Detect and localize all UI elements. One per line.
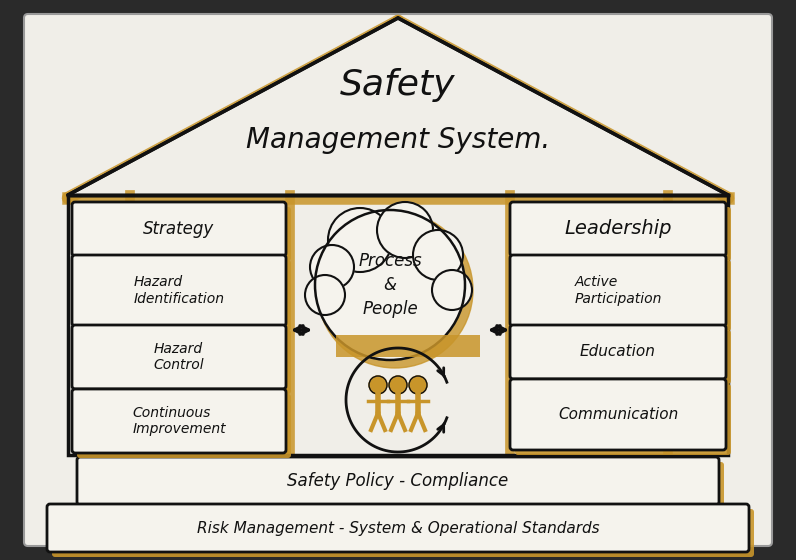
Circle shape <box>369 376 387 394</box>
Text: Safety: Safety <box>340 68 456 102</box>
Circle shape <box>315 210 465 360</box>
Text: Education: Education <box>580 344 656 360</box>
FancyBboxPatch shape <box>77 457 719 505</box>
FancyBboxPatch shape <box>72 202 286 256</box>
FancyBboxPatch shape <box>77 260 291 331</box>
FancyBboxPatch shape <box>72 389 286 453</box>
Circle shape <box>305 275 345 315</box>
FancyBboxPatch shape <box>515 384 731 455</box>
Text: Process
&
People: Process & People <box>358 253 422 318</box>
Circle shape <box>317 212 473 368</box>
FancyBboxPatch shape <box>24 14 772 546</box>
FancyBboxPatch shape <box>47 504 749 552</box>
Text: Active
Participation: Active Participation <box>574 275 661 306</box>
FancyBboxPatch shape <box>515 207 731 261</box>
Text: Risk Management - System & Operational Standards: Risk Management - System & Operational S… <box>197 520 599 535</box>
FancyBboxPatch shape <box>510 379 726 450</box>
Text: Management System.: Management System. <box>246 126 550 154</box>
Circle shape <box>409 376 427 394</box>
Circle shape <box>389 376 407 394</box>
Circle shape <box>413 230 463 280</box>
Bar <box>336 335 480 357</box>
Text: Strategy: Strategy <box>143 220 215 238</box>
FancyBboxPatch shape <box>77 330 291 394</box>
Text: Continuous
Improvement: Continuous Improvement <box>132 405 226 436</box>
Circle shape <box>310 245 354 289</box>
FancyBboxPatch shape <box>515 330 731 384</box>
FancyBboxPatch shape <box>510 325 726 379</box>
Text: Safety Policy - Compliance: Safety Policy - Compliance <box>287 472 509 490</box>
Text: Hazard
Control: Hazard Control <box>154 342 205 372</box>
Text: Leadership: Leadership <box>564 220 672 239</box>
FancyBboxPatch shape <box>510 202 726 256</box>
FancyBboxPatch shape <box>72 255 286 326</box>
FancyBboxPatch shape <box>510 255 726 326</box>
Polygon shape <box>68 18 728 195</box>
Text: Hazard
Identification: Hazard Identification <box>134 275 224 306</box>
FancyBboxPatch shape <box>515 260 731 331</box>
FancyBboxPatch shape <box>72 325 286 389</box>
Circle shape <box>377 202 433 258</box>
FancyBboxPatch shape <box>82 462 724 510</box>
FancyBboxPatch shape <box>77 207 291 261</box>
Text: Communication: Communication <box>558 407 678 422</box>
Bar <box>68 195 728 455</box>
Circle shape <box>328 208 392 272</box>
FancyBboxPatch shape <box>77 394 291 458</box>
Circle shape <box>432 270 472 310</box>
FancyBboxPatch shape <box>52 509 754 557</box>
